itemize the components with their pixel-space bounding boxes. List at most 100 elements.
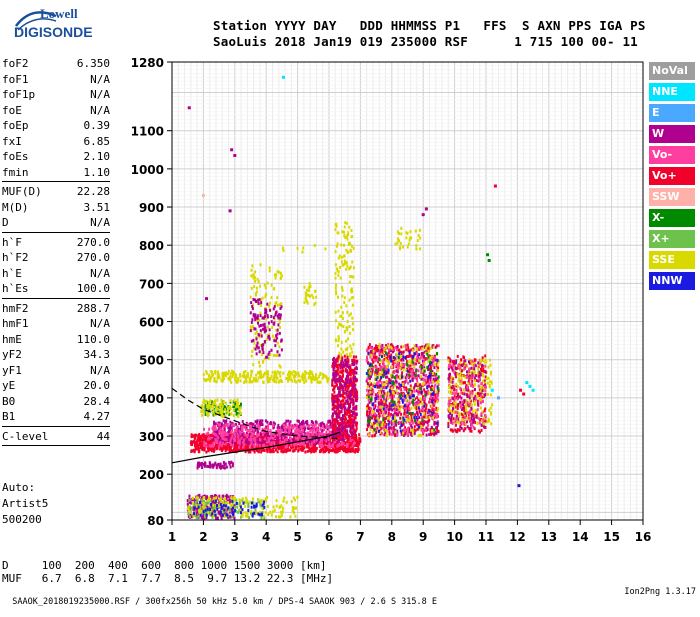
echo-point: [205, 438, 207, 441]
echo-point: [329, 426, 331, 429]
echo-point: [273, 450, 275, 453]
echo-point: [344, 396, 346, 399]
echo-point: [395, 360, 397, 363]
echo-point: [384, 414, 386, 417]
echo-point: [379, 423, 381, 426]
echo-point: [341, 315, 343, 318]
echo-point: [404, 388, 406, 391]
echo-point: [227, 411, 229, 414]
echo-point: [253, 377, 255, 380]
echo-point: [322, 425, 324, 428]
echo-point: [264, 441, 266, 444]
echo-point: [302, 378, 304, 381]
echo-point: [351, 388, 353, 391]
echo-point: [407, 433, 409, 436]
echo-point: [311, 372, 313, 375]
echo-point: [416, 352, 418, 355]
echo-point: [382, 414, 384, 417]
echo-point: [337, 231, 339, 234]
echo-point: [457, 355, 459, 358]
echo-point: [299, 380, 301, 383]
echo-point: [351, 235, 353, 238]
echo-point: [410, 407, 412, 410]
echo-point: [419, 434, 421, 437]
echo-point: [242, 428, 244, 431]
echo-point: [345, 249, 347, 252]
echo-point: [352, 322, 354, 325]
echo-point: [411, 372, 413, 375]
echo-point: [328, 442, 330, 445]
echo-point: [388, 369, 390, 372]
echo-point: [328, 449, 330, 452]
echo-point: [426, 353, 428, 356]
echo-point: [315, 376, 317, 379]
echo-point: [350, 371, 352, 374]
echo-point: [258, 450, 260, 453]
echo-point: [353, 355, 355, 358]
echo-point: [331, 379, 333, 382]
echo-point: [400, 413, 402, 416]
echo-point: [201, 448, 203, 451]
echo-point: [259, 444, 261, 447]
echo-point: [429, 373, 431, 376]
echo-point: [434, 384, 436, 387]
echo-point: [414, 432, 416, 435]
echo-point: [409, 396, 411, 399]
echo-point: [388, 408, 390, 411]
echo-point: [349, 411, 351, 414]
echo-point: [245, 376, 247, 379]
echo-point: [421, 419, 423, 422]
echo-point: [271, 449, 273, 452]
echo-point: [267, 434, 269, 437]
echo-point: [224, 438, 226, 441]
echo-point: [436, 416, 438, 419]
echo-point: [379, 358, 381, 361]
echo-point: [212, 404, 214, 407]
echo-point: [377, 417, 379, 420]
echo-point: [366, 428, 368, 431]
echo-point: [340, 243, 342, 246]
echo-point: [219, 438, 221, 441]
echo-point: [390, 400, 392, 403]
echo-point: [379, 384, 381, 387]
echo-point: [302, 437, 304, 440]
echo-point: [328, 438, 330, 441]
echo-point: [218, 403, 220, 406]
echo-point: [327, 380, 329, 383]
echo-point: [349, 281, 351, 284]
echo-point: [395, 421, 397, 424]
echo-point: [335, 263, 337, 266]
echo-point: [262, 380, 264, 383]
echo-point: [241, 426, 243, 429]
echo-point: [370, 407, 372, 410]
echo-point: [342, 264, 344, 267]
echo-point: [387, 405, 389, 408]
echo-point: [379, 343, 381, 346]
echo-point: [321, 443, 323, 446]
echo-point: [408, 412, 410, 415]
echo-point: [288, 426, 290, 429]
echo-point: [295, 427, 297, 430]
echo-point: [386, 434, 388, 437]
echo-point: [234, 442, 236, 445]
echo-point: [242, 420, 244, 423]
echo-point: [379, 391, 381, 394]
echo-point: [346, 371, 348, 374]
echo-point: [346, 311, 348, 314]
echo-point: [286, 445, 288, 448]
echo-point: [225, 449, 227, 452]
echo-point: [241, 437, 243, 440]
echo-point: [421, 391, 423, 394]
echo-point: [203, 428, 205, 431]
echo-point: [277, 370, 279, 373]
echo-point: [262, 423, 264, 426]
echo-point: [414, 352, 416, 355]
echo-point: [320, 428, 322, 431]
echo-point: [435, 373, 437, 376]
echo-point: [208, 375, 210, 378]
echo-point: [388, 362, 390, 365]
echo-point: [408, 373, 410, 376]
echo-point: [350, 439, 352, 442]
echo-point: [370, 350, 372, 353]
echo-point: [354, 391, 356, 394]
